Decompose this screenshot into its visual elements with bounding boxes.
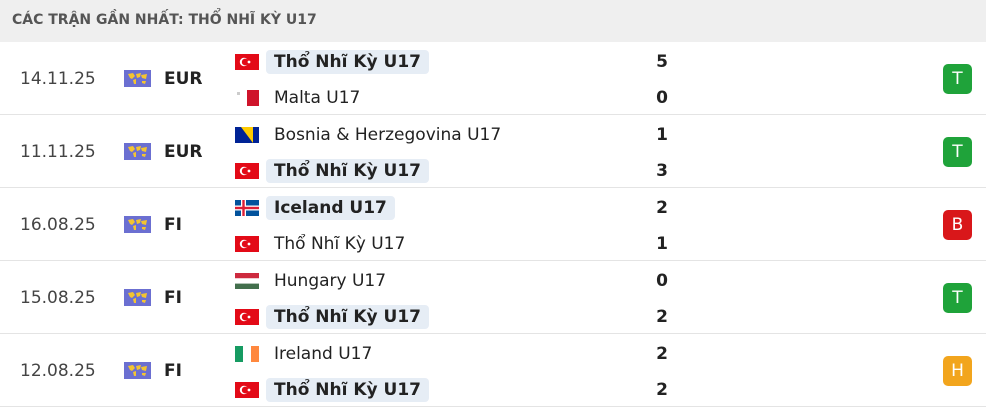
result-badge: H — [943, 356, 972, 386]
header: CÁC TRẬN GẦN NHẤT: THỔ NHĨ KỲ U17 — [0, 0, 986, 42]
competition: FI — [164, 215, 182, 235]
competition: FI — [164, 361, 182, 381]
match-row — [0, 115, 986, 188]
team-score: 0 — [656, 271, 668, 291]
team-name: Hungary U17 — [274, 271, 387, 291]
competition-icon — [124, 362, 151, 379]
team-name: Thổ Nhĩ Kỳ U17 — [274, 234, 406, 254]
competition-icon — [124, 216, 151, 233]
team-name: Bosnia & Herzegovina U17 — [274, 125, 502, 145]
header-title: CÁC TRẬN GẦN NHẤT: THỔ NHĨ KỲ U17 — [12, 12, 317, 28]
team-name: Ireland U17 — [274, 344, 373, 364]
match-date: 14.11.25 — [20, 69, 96, 89]
match-date: 16.08.25 — [20, 215, 96, 235]
team-flag — [235, 54, 259, 70]
result-badge: B — [943, 210, 972, 240]
team-flag — [235, 200, 259, 216]
match-date: 11.11.25 — [20, 142, 96, 162]
match-date: 12.08.25 — [20, 361, 96, 381]
team-score: 2 — [656, 198, 668, 218]
team-flag — [235, 236, 259, 252]
result-badge: T — [943, 283, 972, 313]
team-flag — [235, 382, 259, 398]
match-date: 15.08.25 — [20, 288, 96, 308]
team-flag — [235, 90, 259, 106]
team-score: 0 — [656, 88, 668, 108]
team-flag — [235, 346, 259, 362]
team-flag — [235, 273, 259, 289]
result-badge: T — [943, 137, 972, 167]
team-name: Thổ Nhĩ Kỳ U17 — [266, 305, 430, 329]
team-score: 3 — [656, 161, 668, 181]
competition-icon — [124, 143, 151, 160]
competition-icon — [124, 289, 151, 306]
team-name: Thổ Nhĩ Kỳ U17 — [266, 378, 430, 402]
team-flag — [235, 309, 259, 325]
match-row — [0, 42, 986, 115]
match-row — [0, 188, 986, 261]
team-score: 1 — [656, 125, 668, 145]
team-score: 5 — [656, 52, 668, 72]
competition: EUR — [164, 142, 203, 162]
match-row — [0, 261, 986, 334]
team-score: 2 — [656, 380, 668, 400]
competition: FI — [164, 288, 182, 308]
team-score: 2 — [656, 307, 668, 327]
team-name: Iceland U17 — [266, 196, 395, 220]
result-badge: T — [943, 64, 972, 94]
team-flag — [235, 163, 259, 179]
team-score: 2 — [656, 344, 668, 364]
competition: EUR — [164, 69, 203, 89]
team-flag — [235, 127, 259, 143]
team-name: Malta U17 — [274, 88, 361, 108]
team-name: Thổ Nhĩ Kỳ U17 — [266, 159, 430, 183]
team-score: 1 — [656, 234, 668, 254]
match-row — [0, 334, 986, 407]
competition-icon — [124, 70, 151, 87]
team-name: Thổ Nhĩ Kỳ U17 — [266, 50, 430, 74]
